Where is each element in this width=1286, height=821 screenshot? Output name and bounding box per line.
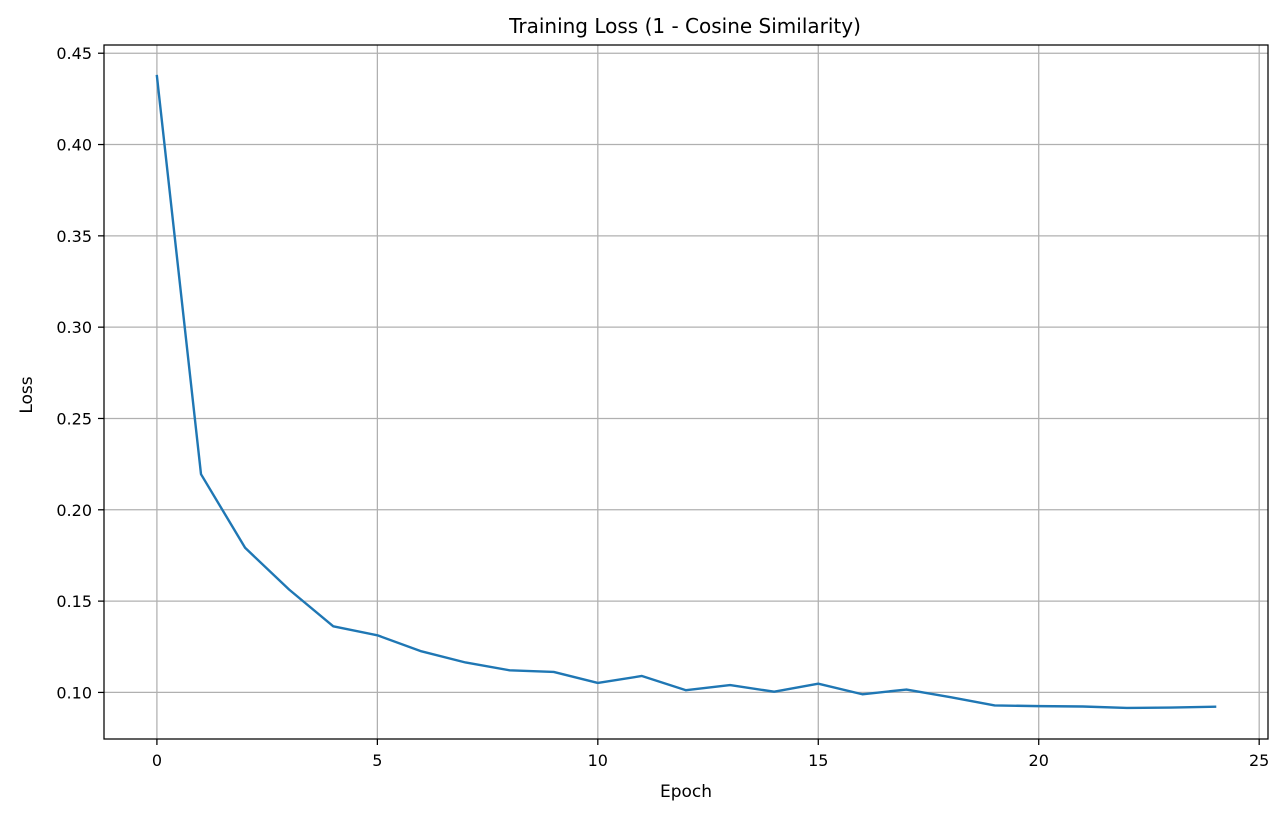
y-tick-label: 0.30 bbox=[56, 318, 92, 337]
y-tick-label: 0.10 bbox=[56, 683, 92, 702]
chart-title: Training Loss (1 - Cosine Similarity) bbox=[508, 14, 861, 38]
y-tick-label: 0.35 bbox=[56, 227, 92, 246]
x-tick-label: 0 bbox=[152, 751, 162, 770]
y-tick-label: 0.40 bbox=[56, 136, 92, 155]
x-tick-label: 20 bbox=[1029, 751, 1049, 770]
x-tick-label: 10 bbox=[588, 751, 608, 770]
y-tick-label: 0.20 bbox=[56, 501, 92, 520]
y-axis-label: Loss bbox=[17, 376, 37, 413]
x-tick-label: 15 bbox=[808, 751, 828, 770]
y-tick-label: 0.25 bbox=[56, 409, 92, 428]
x-tick-label: 25 bbox=[1249, 751, 1269, 770]
y-tick-label: 0.45 bbox=[56, 44, 92, 63]
y-tick-label: 0.15 bbox=[56, 592, 92, 611]
x-tick-label: 5 bbox=[372, 751, 382, 770]
x-axis-label: Epoch bbox=[660, 782, 712, 802]
